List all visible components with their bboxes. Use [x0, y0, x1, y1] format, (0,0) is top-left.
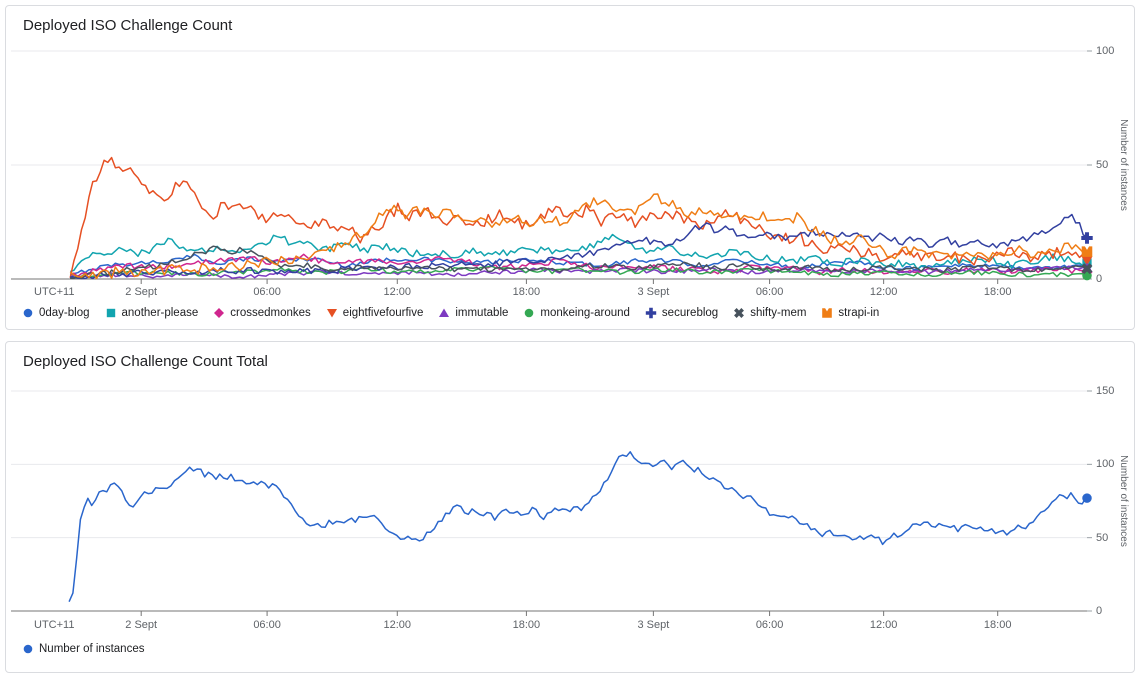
circle-marker-icon — [525, 308, 534, 318]
y-tick-label: 100 — [1096, 45, 1115, 57]
legend-label: Number of instances — [39, 643, 145, 655]
legend-item-crossedmonkes[interactable]: crossedmonkes — [213, 307, 311, 319]
legend-item-0day-blog[interactable]: 0day-blog — [22, 307, 90, 319]
x-tick-label: 2 Sept — [125, 619, 158, 631]
plus-marker-icon — [645, 307, 657, 319]
square-notch-marker-icon — [822, 308, 833, 318]
legend-label: shifty-mem — [750, 307, 807, 319]
y-axis-title: Number of instances — [1118, 455, 1129, 547]
legend-label: 0day-blog — [39, 307, 90, 319]
legend-item-secureblog[interactable]: secureblog — [645, 307, 718, 319]
x-tick-label: 3 Sept — [637, 286, 670, 298]
x-tick-label: 18:00 — [512, 619, 541, 631]
legend-item-shifty-mem[interactable]: shifty-mem — [733, 307, 806, 319]
square-marker-icon — [106, 308, 115, 318]
series-end-marker-number-of-instances — [1082, 493, 1092, 503]
y-tick-label: 50 — [1096, 159, 1109, 171]
legend-item-eightfivefourfive[interactable]: eightfivefourfive — [326, 307, 424, 319]
timezone-label: UTC+11 — [34, 619, 75, 631]
chart-card-deployed-iso-challenge-count-total: Deployed ISO Challenge Count Total 0 50 10… — [5, 341, 1135, 673]
x-tick-label: 18:00 — [983, 619, 1012, 631]
triangle-down-marker-icon — [326, 309, 337, 318]
y-tick-label: 100 — [1096, 458, 1115, 471]
legend-label: crossedmonkes — [230, 307, 311, 319]
y-axis-title: Number of instances — [1118, 119, 1129, 211]
legend-label: monkeing-around — [540, 307, 630, 319]
legend-label: immutable — [455, 307, 509, 319]
circle-marker-icon — [23, 644, 33, 654]
chart-legend: Number of instances — [22, 643, 144, 655]
series-end-marker-shifty-mem — [1081, 263, 1093, 275]
chart-title: Deployed ISO Challenge Count Total — [23, 353, 268, 370]
y-tick-label: 50 — [1096, 531, 1109, 544]
x-tick-label: 12:00 — [383, 286, 412, 298]
chart-card-deployed-iso-challenge-count: Deployed ISO Challenge Count 0 50 100 2 Sep… — [5, 5, 1135, 330]
series-line-strapi-in — [69, 193, 1088, 280]
x-tick-label: 06:00 — [755, 286, 784, 298]
series-line-eightfivefourfive — [69, 156, 1088, 278]
x-tick-label: 06:00 — [755, 619, 784, 631]
y-tick-label: 0 — [1096, 273, 1103, 285]
x-tick-label: 12:00 — [383, 619, 412, 631]
triangle-up-marker-icon — [439, 308, 450, 317]
timezone-label: UTC+11 — [34, 286, 75, 298]
chart-title: Deployed ISO Challenge Count — [23, 17, 233, 34]
series-line-shifty-mem — [70, 245, 1088, 280]
legend-label: another-please — [121, 307, 199, 319]
chart-plot-area[interactable] — [6, 342, 1136, 674]
x-tick-label: 12:00 — [869, 619, 898, 631]
y-tick-label: 0 — [1096, 605, 1103, 617]
y-tick-label: 150 — [1096, 385, 1115, 397]
x-tick-label: 3 Sept — [637, 619, 670, 631]
x-tick-label: 18:00 — [983, 286, 1012, 298]
x-tick-label: 06:00 — [253, 619, 281, 631]
legend-item-another-please[interactable]: another-please — [105, 307, 199, 319]
x-tick-label: 18:00 — [512, 286, 541, 298]
legend-item-monkeing-around[interactable]: monkeing-around — [523, 307, 630, 319]
legend-item-number-of-instances[interactable]: Number of instances — [22, 643, 144, 655]
legend-label: strapi-in — [838, 307, 880, 319]
legend-label: eightfivefourfive — [342, 307, 424, 319]
series-line-number-of-instances — [68, 451, 1088, 603]
legend-label: secureblog — [661, 307, 719, 319]
x-tick-label: 2 Sept — [125, 286, 158, 298]
x-tick-label: 06:00 — [253, 286, 281, 298]
circle-marker-icon — [23, 308, 33, 318]
x-tick-label: 12:00 — [869, 286, 898, 298]
series-line-monkeing-around — [70, 265, 1088, 280]
series-end-marker-eightfivefourfive — [1081, 256, 1093, 266]
chart-plot-area[interactable] — [6, 6, 1136, 331]
series-line-another-please — [69, 233, 1088, 273]
series-end-marker-secureblog — [1081, 232, 1093, 244]
legend-item-immutable[interactable]: immutable — [438, 307, 508, 319]
series-end-marker-strapi-in — [1081, 246, 1093, 257]
x-marker-icon — [734, 308, 745, 318]
legend-item-strapi-in[interactable]: strapi-in — [821, 307, 879, 319]
diamond-marker-icon — [214, 308, 225, 318]
chart-legend: 0day-blog another-please crossedmonkes eigh… — [22, 307, 879, 319]
